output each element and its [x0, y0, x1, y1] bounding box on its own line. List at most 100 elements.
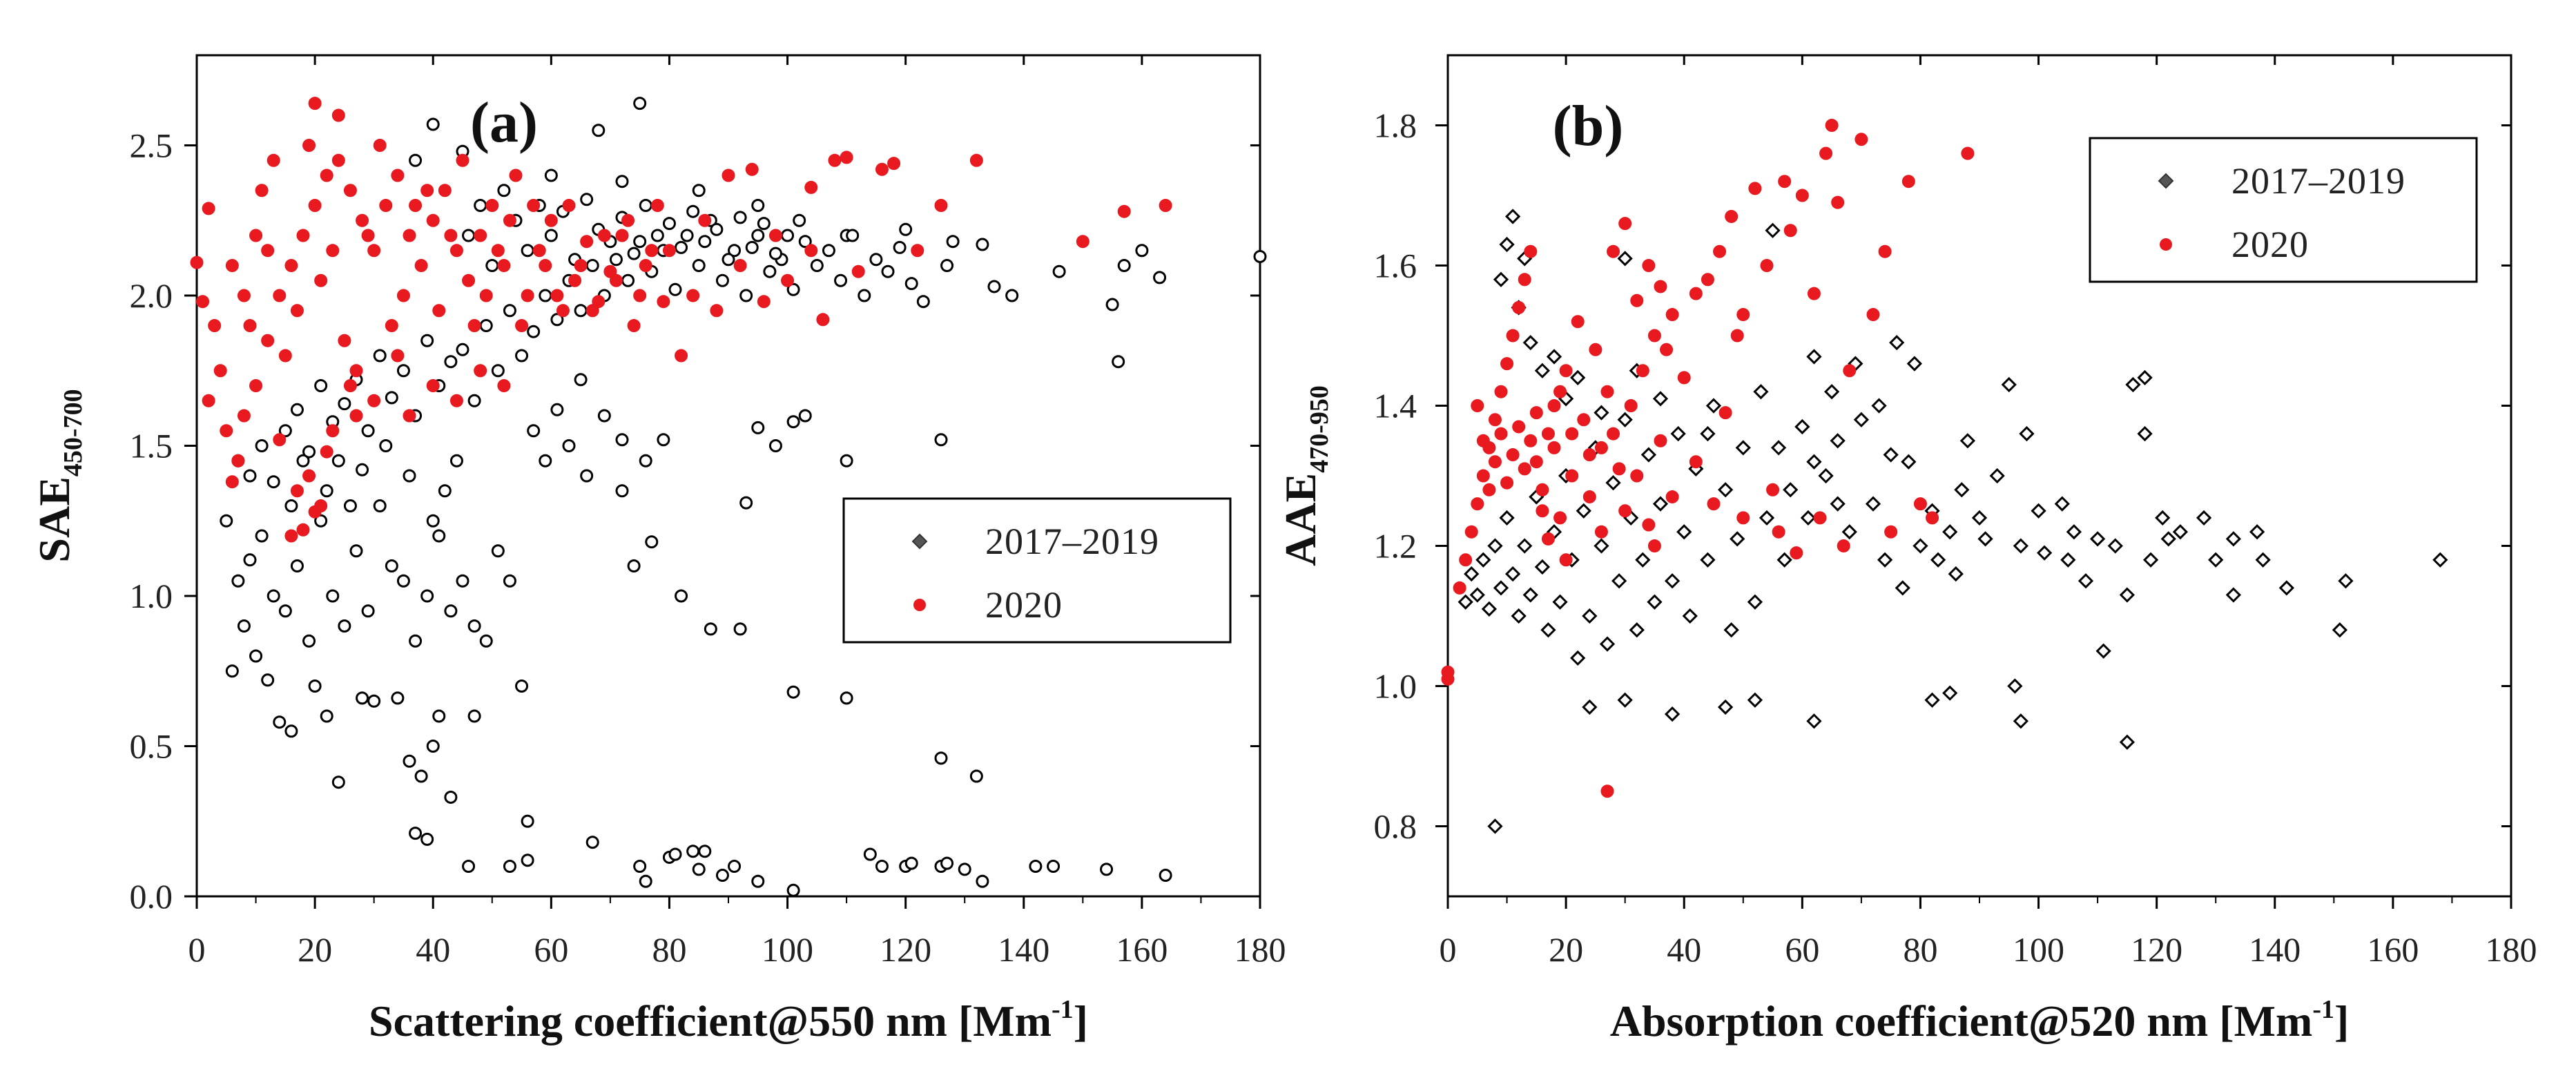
series-2020-point: [243, 319, 257, 332]
x-tick-label-b: 180: [2486, 930, 2537, 969]
series-2020-point: [320, 445, 333, 459]
series-2017-2019-point: [934, 751, 948, 765]
y-tick-label-b: 1.6: [1374, 247, 1417, 285]
series-2017-2019-point: [650, 229, 664, 242]
series-2020-point: [1594, 525, 1608, 539]
series-2017-2019-point: [2013, 713, 2029, 729]
series-2017-2019-point: [976, 874, 989, 888]
series-2017-2019-point: [462, 860, 476, 873]
series-2017-2019-point: [1499, 236, 1515, 253]
x-tick-label-a: 120: [880, 930, 931, 969]
series-2020-point: [1500, 476, 1514, 490]
series-2017-2019-point: [562, 439, 576, 452]
series-2017-2019-point: [1522, 335, 1538, 351]
series-2020-point: [414, 259, 428, 272]
series-2017-2019-point: [1664, 573, 1681, 589]
series-2017-2019-point: [426, 514, 440, 528]
series-2017-2019-point: [1629, 622, 1645, 638]
y-tick-label-a: 1.5: [130, 427, 173, 465]
series-2017-2019-point: [284, 724, 298, 738]
x-tick-label-b: 140: [2249, 930, 2301, 969]
series-2020-point: [503, 213, 516, 227]
series-2020-point: [1926, 511, 1939, 525]
series-2020-point: [432, 304, 446, 318]
series-2020-point: [1790, 546, 1803, 560]
series-2017-2019-point: [1159, 869, 1172, 883]
series-2020-point: [420, 184, 434, 197]
series-2017-2019-point: [2007, 678, 2023, 694]
series-2017-2019-point: [940, 856, 954, 870]
series-2017-2019-point: [503, 304, 516, 318]
legend-label-2017-2019-b: 2017–2019: [2231, 160, 2405, 202]
series-2017-2019-point: [261, 673, 275, 687]
series-2017-2019-point: [361, 424, 375, 438]
series-2017-2019-point: [444, 790, 458, 804]
x-axis-title-a: Scattering coefficient@550 nm [Mm-1]: [369, 995, 1088, 1045]
series-2017-2019-point: [609, 253, 623, 267]
series-2017-2019-point: [515, 349, 529, 363]
series-2017-2019-point: [1611, 573, 1627, 589]
series-2017-2019-point: [550, 403, 564, 416]
series-2017-2019-point: [367, 694, 381, 708]
series-2017-2019-point: [793, 213, 806, 227]
series-2017-2019-point: [521, 854, 534, 867]
series-2017-2019-point: [1522, 587, 1538, 603]
series-2017-2019-point: [1895, 580, 1910, 596]
series-2017-2019-point: [290, 559, 304, 572]
series-2017-2019-point: [331, 454, 345, 468]
series-2017-2019-point: [1029, 860, 1043, 873]
series-2017-2019-point: [296, 454, 310, 468]
x-tick-label-a: 100: [762, 930, 813, 969]
series-2017-2019-point: [692, 259, 706, 272]
series-2017-2019-point: [2137, 369, 2153, 386]
series-2020-point: [509, 168, 523, 182]
series-2017-2019-point: [1617, 251, 1633, 267]
series-2020-point: [1736, 308, 1750, 322]
series-2017-2019-point: [2119, 587, 2136, 603]
series-2017-2019-point: [231, 574, 245, 588]
series-2020-point: [1689, 287, 1703, 300]
series-2017-2019-point: [863, 847, 877, 861]
series-2017-2019-point: [751, 874, 765, 888]
series-2017-2019-point: [686, 204, 700, 218]
series-2017-2019-point: [409, 153, 423, 167]
series-2017-2019-point: [1546, 349, 1562, 365]
series-2017-2019-point: [869, 253, 883, 267]
x-tick-label-b: 0: [1440, 930, 1457, 969]
series-2017-2019-point: [899, 222, 913, 236]
series-2017-2019-point: [739, 496, 753, 510]
series-2020-point: [1713, 244, 1727, 258]
series-2017-2019-point: [1617, 412, 1633, 427]
series-2017-2019-point: [615, 484, 629, 498]
series-2017-2019-point: [503, 860, 516, 873]
series-2020-point: [1117, 204, 1131, 218]
series-2017-2019-point: [728, 244, 742, 258]
series-2017-2019-point: [1723, 622, 1739, 638]
series-2017-2019-point: [893, 240, 907, 254]
series-2017-2019-point: [751, 199, 765, 212]
series-2017-2019-point: [627, 247, 641, 260]
series-2017-2019-point: [680, 229, 694, 242]
series-2020-point: [621, 213, 635, 227]
series-2020-point: [1642, 259, 1656, 272]
series-2017-2019-point: [403, 754, 416, 768]
series-2020-point: [1718, 406, 1732, 420]
series-2020-point: [467, 319, 481, 332]
series-2020-point: [331, 153, 345, 167]
series-2020-point: [290, 484, 304, 498]
series-2020-point: [1453, 581, 1466, 595]
series-2017-2019-point: [574, 373, 588, 387]
series-2017-2019-point: [1871, 398, 1887, 414]
series-2017-2019-point: [527, 424, 541, 438]
series-2017-2019-point: [308, 680, 322, 693]
series-2017-2019-point: [497, 184, 511, 197]
series-2020-point: [1488, 455, 1502, 469]
series-2017-2019-point: [904, 856, 918, 870]
y-tick-label-a: 0.5: [130, 727, 173, 766]
series-2017-2019-point: [1806, 713, 1822, 729]
series-2020-point: [1607, 427, 1620, 441]
series-2017-2019-point: [592, 124, 606, 137]
series-2017-2019-point: [338, 397, 351, 411]
series-2017-2019-point: [2089, 531, 2106, 547]
series-2020-point: [550, 289, 564, 302]
